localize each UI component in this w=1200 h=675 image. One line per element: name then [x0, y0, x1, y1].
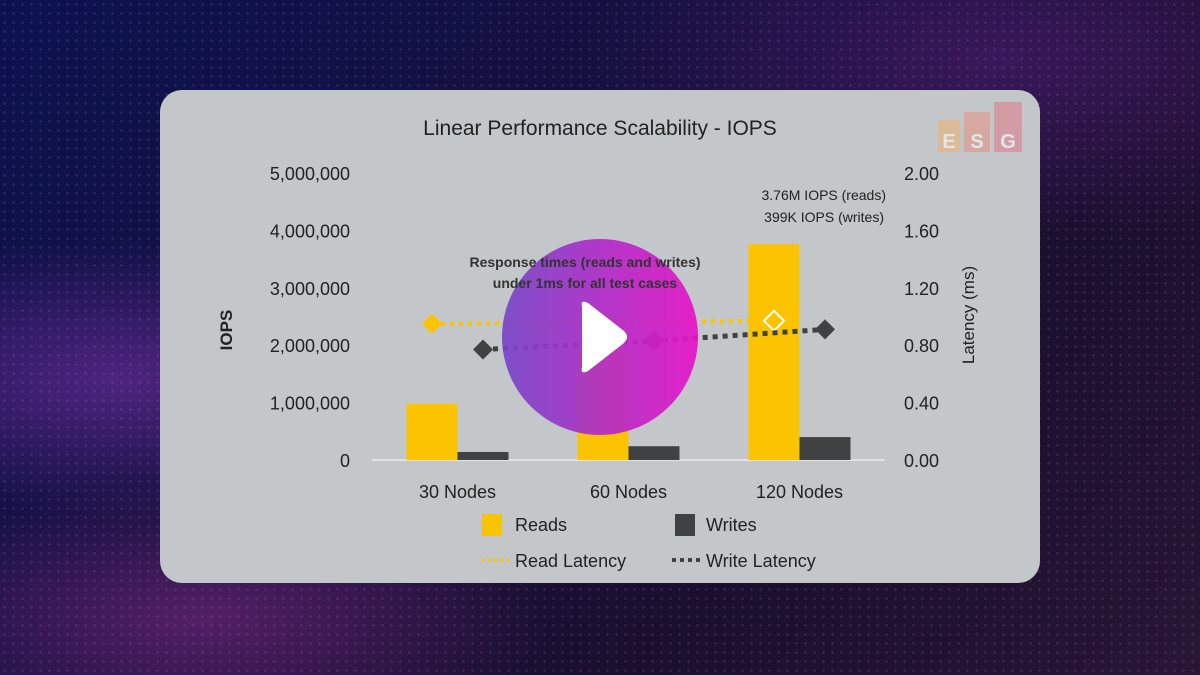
legend-label-read-latency: Read Latency — [515, 551, 626, 571]
y-tick-label: 0 — [340, 451, 350, 471]
y-tick-label: 4,000,000 — [270, 221, 350, 241]
play-button[interactable] — [502, 239, 698, 435]
y-tick-label: 1,000,000 — [270, 394, 350, 414]
y-tick-label: 5,000,000 — [270, 164, 350, 184]
y-tick-label: 2,000,000 — [270, 336, 350, 356]
y2-tick-label: 0.00 — [904, 451, 939, 471]
play-icon — [581, 301, 627, 373]
y-axis-label: IOPS — [217, 310, 236, 351]
svg-text:E: E — [942, 131, 955, 153]
point-read-latency-0 — [422, 313, 442, 334]
point-write-latency-0 — [473, 339, 493, 360]
peak-annotation-1: 3.76M IOPS (reads) — [762, 187, 887, 203]
legend-label-writes: Writes — [706, 515, 757, 535]
peak-annotation-2: 399K IOPS (writes) — [764, 209, 884, 225]
x-tick-label: 60 Nodes — [590, 482, 667, 502]
y2-tick-label: 0.80 — [904, 336, 939, 356]
bar-writes-1 — [628, 446, 680, 460]
bar-writes-2 — [799, 437, 851, 460]
y2-axis-label: Latency (ms) — [959, 266, 978, 364]
bar-reads-2 — [748, 244, 800, 460]
y2-tick-label: 1.20 — [904, 279, 939, 299]
bar-writes-0 — [457, 451, 509, 460]
legend-swatch-reads — [482, 514, 502, 536]
point-write-latency-2 — [815, 319, 835, 340]
svg-text:S: S — [970, 131, 983, 153]
svg-text:G: G — [1000, 131, 1016, 153]
legend: Reads Writes Read Latency Write Latency — [482, 514, 816, 571]
y2-tick-label: 1.60 — [904, 221, 939, 241]
x-tick-label: 30 Nodes — [419, 482, 496, 502]
y-tick-label: 3,000,000 — [270, 279, 350, 299]
esg-logo: E S G — [938, 102, 1022, 153]
chart-title: Linear Performance Scalability - IOPS — [423, 117, 777, 140]
y2-tick-label: 2.00 — [904, 164, 939, 184]
y2-tick-label: 0.40 — [904, 394, 939, 414]
x-tick-label: 120 Nodes — [756, 482, 843, 502]
bar-reads-0 — [406, 403, 458, 460]
legend-swatch-writes — [675, 514, 695, 536]
legend-label-write-latency: Write Latency — [706, 551, 816, 571]
legend-label-reads: Reads — [515, 515, 567, 535]
